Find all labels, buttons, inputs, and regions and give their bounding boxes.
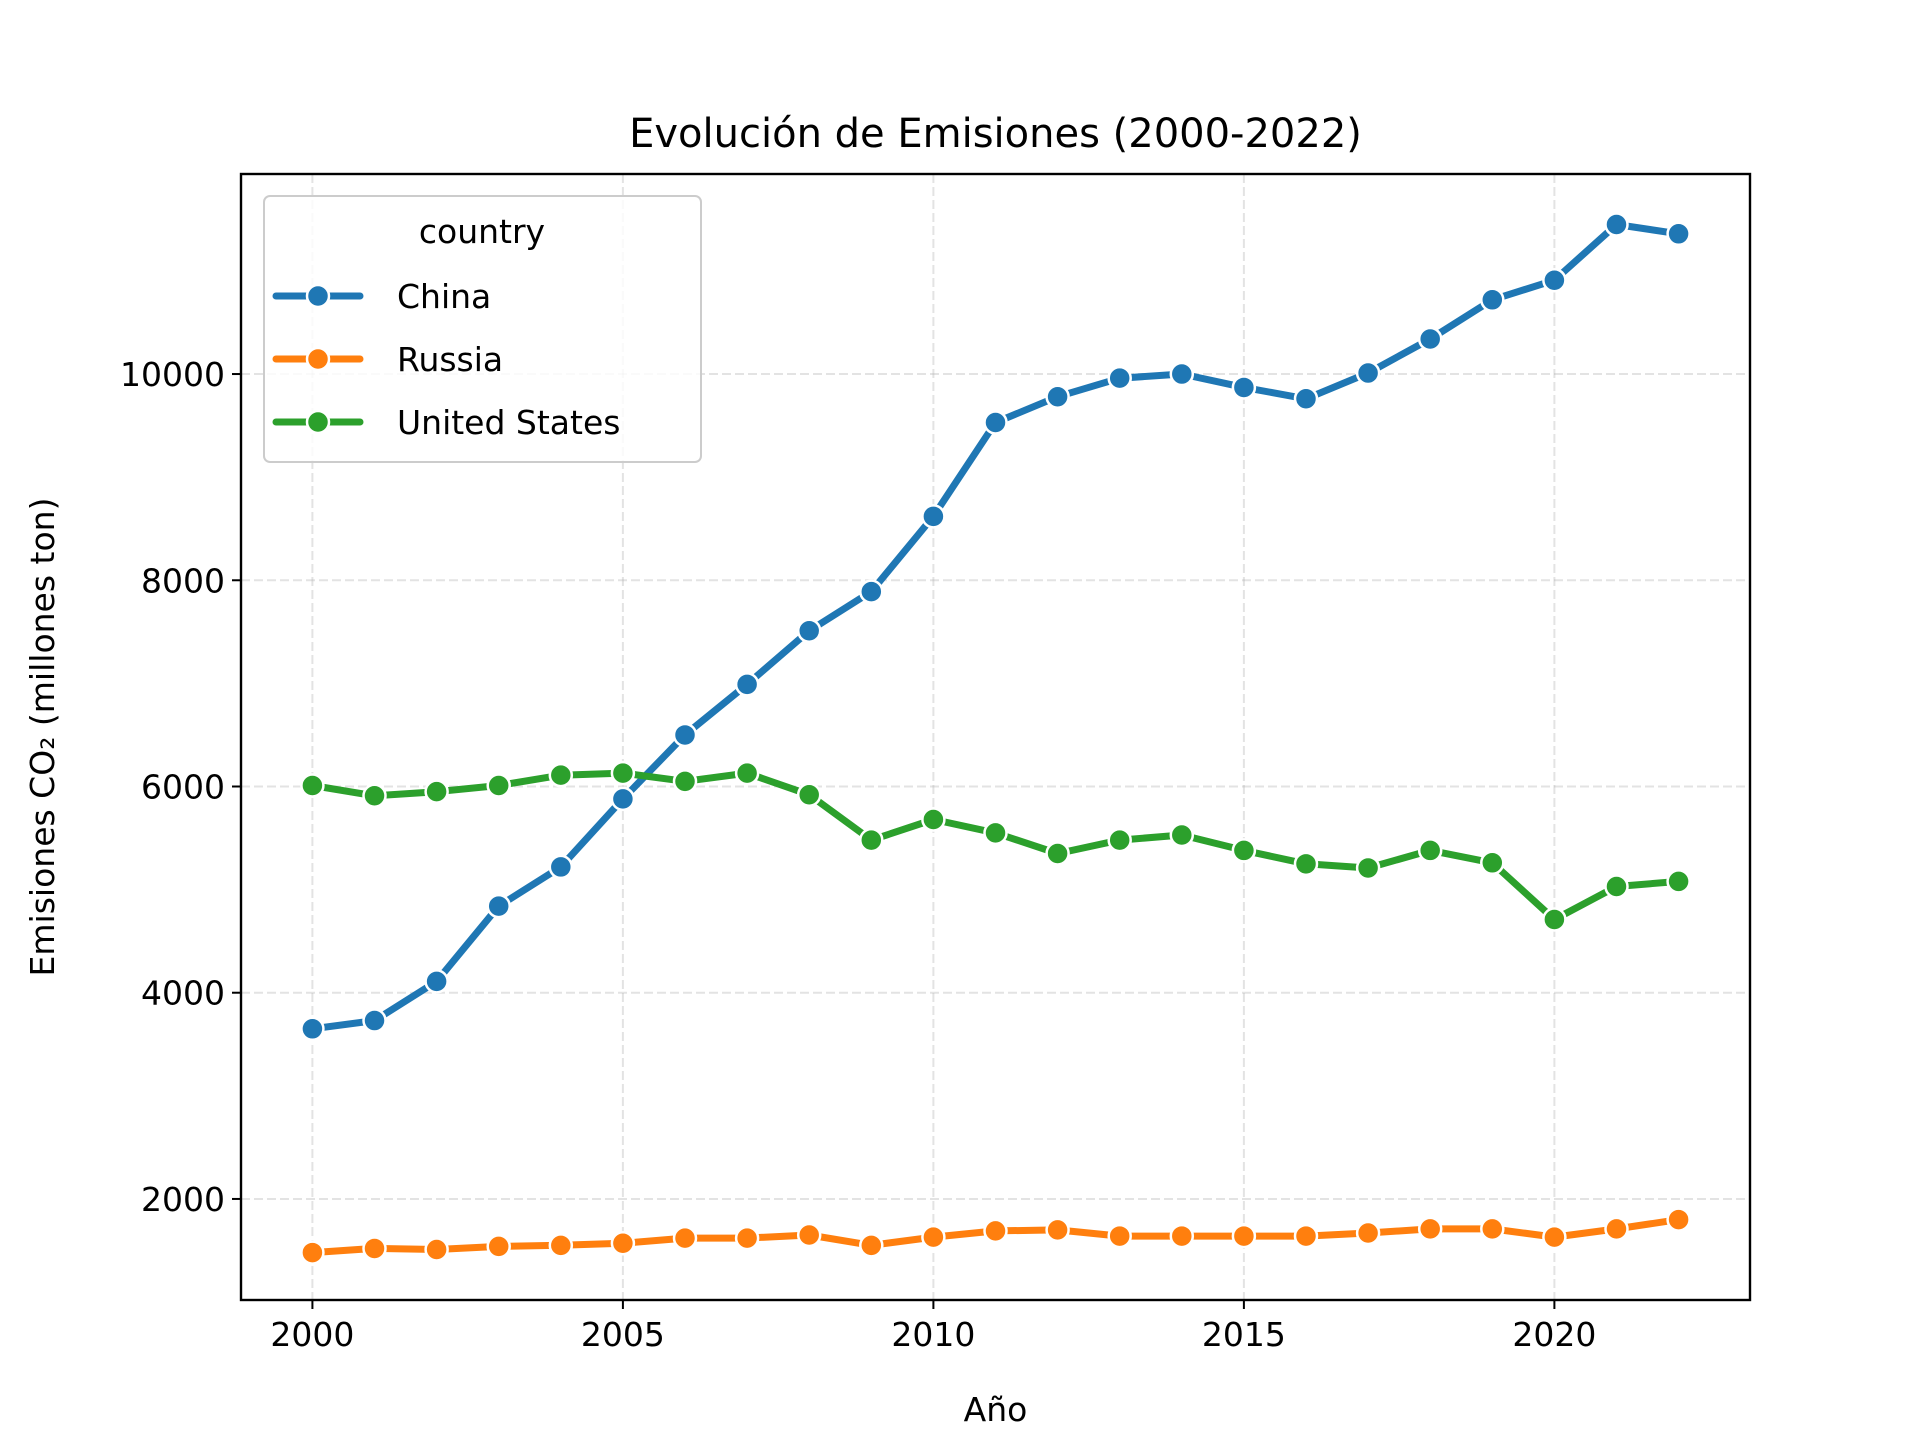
- y-tick-label: 10000: [120, 355, 225, 394]
- data-point-russia: [1666, 1207, 1691, 1232]
- x-axis-title: Año: [964, 1390, 1028, 1429]
- data-point-united-states: [548, 762, 574, 788]
- data-point-china: [424, 969, 449, 994]
- data-point-russia: [672, 1225, 698, 1251]
- legend-marker-russia: [305, 346, 331, 372]
- data-point-china: [921, 504, 946, 529]
- data-point-china: [1417, 326, 1443, 352]
- x-tick-label: 2015: [1202, 1315, 1286, 1354]
- series-china: [300, 212, 1691, 1042]
- data-point-united-states: [672, 769, 698, 794]
- y-tick-label: 2000: [141, 1180, 225, 1219]
- data-point-united-states: [610, 760, 636, 786]
- data-point-china: [672, 722, 698, 748]
- y-tick-label: 6000: [141, 767, 225, 806]
- data-point-russia: [1231, 1223, 1257, 1249]
- data-point-china: [486, 893, 511, 919]
- data-point-united-states: [1169, 822, 1195, 848]
- data-point-united-states: [300, 773, 325, 798]
- data-point-russia: [424, 1237, 449, 1262]
- data-point-united-states: [486, 773, 511, 798]
- data-point-china: [1480, 287, 1505, 313]
- data-point-united-states: [1355, 855, 1381, 881]
- legend: country China Russia United States: [263, 195, 702, 463]
- legend-marker-united-states: [305, 409, 331, 435]
- data-point-russia: [1417, 1216, 1443, 1242]
- series-russia: [300, 1207, 1691, 1265]
- legend-label-russia: Russia: [397, 340, 503, 379]
- data-point-china: [859, 579, 884, 604]
- data-point-china: [1355, 360, 1381, 386]
- series-united-states: [300, 760, 1691, 932]
- legend-box: [263, 195, 702, 463]
- series-layer: [300, 212, 1691, 1265]
- data-point-china: [362, 1008, 387, 1033]
- data-point-china: [1169, 361, 1195, 387]
- data-point-united-states: [1293, 851, 1319, 877]
- data-point-russia: [362, 1236, 387, 1261]
- data-point-russia: [1045, 1217, 1070, 1243]
- data-point-united-states: [1542, 907, 1567, 932]
- legend-label-china: China: [397, 277, 491, 316]
- data-point-united-states: [1480, 850, 1505, 876]
- data-point-united-states: [1666, 869, 1691, 894]
- data-point-china: [548, 854, 574, 880]
- x-tick-label: 2005: [581, 1315, 665, 1354]
- data-point-russia: [1542, 1224, 1567, 1250]
- data-point-united-states: [1604, 874, 1629, 899]
- data-point-united-states: [983, 820, 1008, 846]
- chart-title: Evolución de Emisiones (2000-2022): [629, 111, 1362, 157]
- plot-frame: [239, 172, 1752, 1302]
- data-point-russia: [610, 1231, 636, 1256]
- data-point-russia: [1293, 1223, 1319, 1249]
- data-point-china: [1293, 386, 1319, 412]
- y-axis-title: Emisiones CO₂ (millones ton): [23, 498, 62, 977]
- y-tick-label: 4000: [141, 974, 225, 1013]
- data-point-united-states: [1107, 827, 1132, 853]
- data-point-russia: [1169, 1223, 1195, 1249]
- data-point-russia: [1355, 1220, 1381, 1246]
- legend-title: country: [419, 212, 545, 251]
- data-point-russia: [300, 1240, 325, 1265]
- data-point-russia: [1480, 1216, 1505, 1242]
- data-point-united-states: [1231, 838, 1257, 863]
- data-point-china: [610, 786, 636, 812]
- data-point-united-states: [1417, 838, 1443, 863]
- x-tick-label: 2000: [270, 1315, 354, 1354]
- data-point-russia: [796, 1222, 822, 1248]
- legend-label-united-states: United States: [397, 403, 620, 442]
- data-point-russia: [1604, 1216, 1629, 1242]
- data-point-united-states: [424, 779, 449, 804]
- data-point-china: [734, 672, 760, 697]
- data-point-china: [1107, 365, 1132, 391]
- data-point-china: [796, 618, 822, 644]
- data-point-united-states: [796, 782, 822, 807]
- data-point-china: [1231, 375, 1257, 400]
- data-point-russia: [548, 1233, 574, 1258]
- data-point-russia: [1107, 1223, 1132, 1249]
- axis-ticks: 2000 2005 2010 2015 2020 2000 4000 6000 8000 1000…: [120, 355, 1596, 1354]
- x-tick-label: 2020: [1512, 1315, 1596, 1354]
- data-point-china: [1604, 212, 1629, 237]
- data-point-russia: [486, 1234, 511, 1259]
- data-point-china: [983, 410, 1008, 435]
- data-point-united-states: [734, 760, 760, 786]
- legend-marker-china: [305, 283, 331, 309]
- data-point-russia: [921, 1224, 946, 1250]
- data-point-russia: [859, 1233, 884, 1258]
- x-tick-label: 2010: [891, 1315, 975, 1354]
- data-point-united-states: [859, 827, 884, 853]
- y-tick-label: 8000: [141, 561, 225, 600]
- data-point-russia: [734, 1225, 760, 1251]
- data-point-china: [300, 1016, 325, 1042]
- data-point-china: [1666, 221, 1691, 247]
- data-point-united-states: [921, 807, 946, 832]
- data-point-china: [1542, 267, 1567, 293]
- data-point-united-states: [1045, 841, 1070, 866]
- data-point-china: [1045, 384, 1070, 409]
- data-point-russia: [983, 1218, 1008, 1244]
- data-point-united-states: [362, 783, 387, 809]
